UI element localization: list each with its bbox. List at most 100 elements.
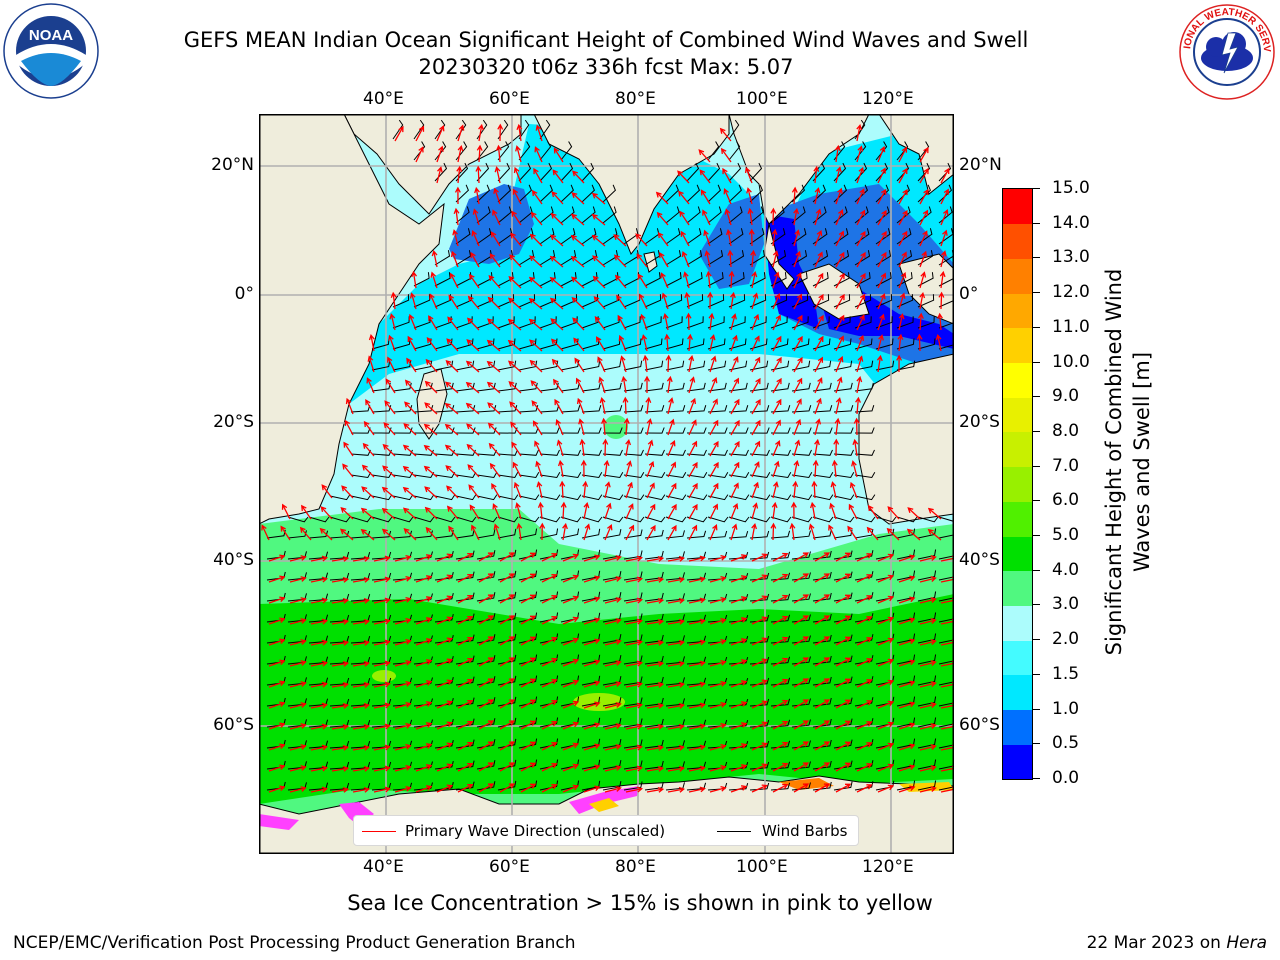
wave-direction-arrow — [877, 293, 886, 310]
wind-barb — [329, 516, 351, 523]
wave-direction-arrow — [486, 339, 501, 352]
wave-direction-arrow — [835, 573, 852, 583]
wind-barb — [644, 739, 664, 749]
wind-barb — [413, 719, 433, 728]
colorbar-tick — [1033, 673, 1040, 675]
wind-barb — [917, 654, 937, 665]
wind-barb — [434, 655, 454, 665]
wind-barb — [455, 494, 477, 501]
wave-direction-arrow — [898, 313, 905, 331]
wind-barb — [749, 316, 767, 329]
wind-barb — [917, 516, 939, 523]
wind-barb — [413, 635, 433, 644]
wind-barb — [581, 427, 602, 434]
wave-direction-arrow — [289, 744, 307, 751]
wave-direction-arrow — [268, 659, 286, 667]
colorbar-tick — [1033, 430, 1040, 432]
wind-barb — [854, 697, 874, 707]
wind-barb — [623, 338, 642, 350]
wave-direction-arrow — [604, 702, 622, 709]
wave-direction-arrow — [319, 527, 333, 541]
wind-barb — [728, 530, 749, 539]
wind-barb — [518, 738, 538, 749]
wave-direction-arrow — [450, 250, 459, 268]
wave-direction-arrow — [592, 275, 606, 289]
wind-barb — [623, 781, 643, 791]
wave-direction-arrow — [688, 524, 698, 541]
colorbar-segment — [1003, 674, 1032, 711]
wave-direction-arrow — [404, 379, 417, 394]
wave-direction-arrow — [541, 595, 558, 604]
wind-barb — [455, 272, 472, 287]
wave-direction-arrow — [708, 312, 715, 331]
wave-direction-arrow — [789, 522, 796, 541]
wind-barb — [497, 780, 517, 791]
wave-direction-arrow — [730, 377, 740, 394]
wind-barb — [602, 184, 616, 203]
wave-direction-arrow — [310, 765, 329, 772]
wave-direction-arrow — [352, 702, 371, 709]
wave-direction-arrow — [554, 398, 564, 415]
wave-direction-arrow — [940, 167, 950, 184]
wind-barb — [560, 405, 581, 413]
wave-direction-arrow — [541, 679, 558, 688]
wave-direction-arrow — [465, 381, 480, 394]
lon-label-bottom-40e: 40°E — [363, 857, 404, 877]
wave-direction-arrow — [415, 701, 433, 709]
wave-direction-arrow — [415, 680, 433, 688]
wind-barb — [623, 697, 643, 707]
wind-barb — [938, 597, 954, 602]
wind-barb — [476, 427, 497, 434]
wind-barb — [854, 676, 874, 686]
wind-barb — [539, 591, 559, 602]
wind-barb — [791, 471, 813, 479]
wind-barb — [476, 760, 496, 770]
wave-direction-arrow — [444, 423, 459, 436]
wind-barb — [791, 228, 807, 245]
wave-direction-arrow — [289, 660, 307, 667]
wave-direction-arrow — [604, 660, 622, 667]
wave-direction-arrow — [486, 381, 501, 394]
wave-direction-arrow — [877, 167, 886, 184]
lat-label-right-60s: 60°S — [959, 715, 1000, 735]
wave-direction-arrow — [394, 575, 412, 583]
wave-direction-arrow — [604, 618, 622, 625]
wave-direction-arrow — [646, 597, 665, 604]
wind-barb — [308, 516, 330, 523]
wave-direction-arrow — [751, 356, 761, 373]
wave-direction-arrow — [507, 339, 522, 352]
wave-direction-arrow — [917, 312, 924, 331]
wave-direction-arrow — [310, 744, 329, 751]
footer-date: 22 Mar 2023 on Hera — [1087, 933, 1267, 953]
wind-barb — [938, 660, 954, 665]
wave-direction-arrow — [352, 744, 371, 751]
wind-barb — [728, 382, 748, 392]
wave-direction-arrow — [793, 552, 810, 562]
wave-direction-arrow — [373, 744, 391, 751]
wave-direction-arrow — [394, 680, 412, 688]
colorbar-segment — [1003, 293, 1032, 329]
wave-direction-arrow — [678, 190, 690, 205]
wave-direction-arrow — [387, 356, 396, 373]
wind-barb — [413, 614, 433, 623]
wind-barb — [854, 781, 874, 791]
wave-direction-arrow — [541, 616, 558, 625]
wave-direction-arrow — [919, 555, 937, 562]
wind-barb — [413, 593, 433, 602]
wave-direction-arrow — [394, 722, 412, 730]
wind-barb — [539, 612, 559, 623]
wind-barb — [518, 570, 538, 581]
wind-barb — [539, 141, 552, 161]
wave-direction-arrow — [408, 313, 417, 331]
wave-direction-arrow — [453, 207, 460, 226]
wave-direction-arrow — [906, 528, 921, 541]
wind-barb — [518, 119, 530, 140]
wind-barb — [539, 717, 559, 728]
wind-barb — [602, 592, 622, 602]
colorbar-title: Significant Height of Combined Wind Wave… — [1102, 268, 1154, 656]
wave-direction-arrow — [667, 524, 677, 541]
wave-direction-arrow — [594, 316, 606, 331]
wave-direction-arrow — [919, 230, 928, 247]
wind-barb — [938, 618, 954, 623]
wind-barb — [497, 696, 517, 707]
